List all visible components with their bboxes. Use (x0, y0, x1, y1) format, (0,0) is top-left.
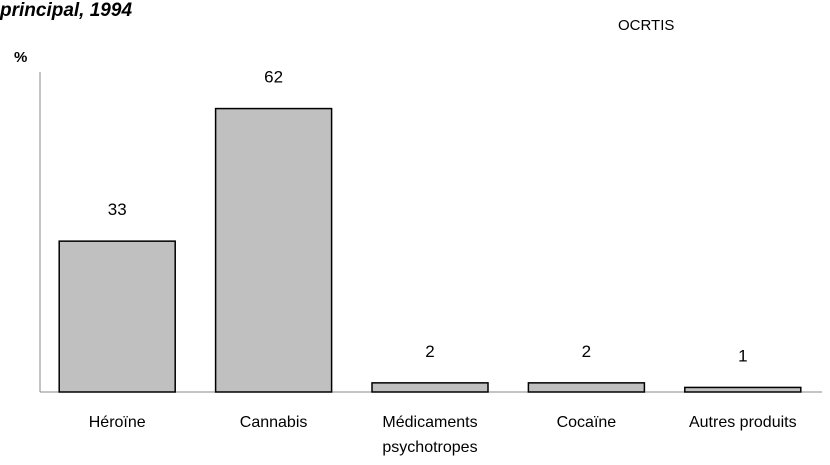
x-tick-label: Cocaïne (557, 414, 617, 431)
bar (58, 240, 176, 393)
data-label: 2 (425, 342, 434, 361)
data-label: 33 (108, 200, 127, 219)
bar (371, 382, 489, 393)
x-tick-label: Cannabis (240, 414, 308, 431)
y-axis-label: % (14, 49, 27, 66)
data-label: 62 (264, 68, 283, 87)
bar (214, 107, 333, 393)
data-label: 1 (738, 346, 747, 365)
data-label: 2 (582, 342, 591, 361)
source-label: OCRTIS (618, 17, 675, 34)
x-tick-label: psychotropes (382, 439, 477, 456)
bar (684, 386, 802, 393)
x-tick-label: Autres produits (689, 414, 797, 431)
x-tick-label: Héroïne (89, 414, 146, 431)
bar (527, 382, 646, 393)
chart-title: principal, 1994 (0, 0, 133, 21)
x-tick-label: Médicaments (382, 414, 477, 431)
